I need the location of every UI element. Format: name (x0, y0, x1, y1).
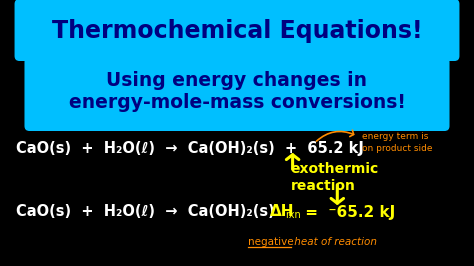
Text: exothermic
reaction: exothermic reaction (291, 162, 379, 193)
Text: =  ⁻65.2 kJ: = ⁻65.2 kJ (300, 205, 395, 219)
Text: Thermochemical Equations!: Thermochemical Equations! (52, 19, 422, 43)
Text: energy term is
on product side: energy term is on product side (362, 132, 433, 153)
Text: energy-mole-mass conversions!: energy-mole-mass conversions! (69, 93, 405, 111)
Text: heat of reaction: heat of reaction (291, 237, 377, 247)
Text: CaO(s)  +  H₂O(ℓ)  →  Ca(OH)₂(s): CaO(s) + H₂O(ℓ) → Ca(OH)₂(s) (16, 205, 274, 219)
FancyBboxPatch shape (25, 57, 449, 131)
Text: Using energy changes in: Using energy changes in (107, 70, 367, 89)
Text: negative: negative (248, 237, 293, 247)
Text: CaO(s)  +  H₂O(ℓ)  →  Ca(OH)₂(s)  +  65.2 kJ: CaO(s) + H₂O(ℓ) → Ca(OH)₂(s) + 65.2 kJ (16, 140, 364, 156)
Text: ΔH: ΔH (270, 205, 294, 219)
FancyBboxPatch shape (15, 0, 459, 61)
Text: rxn: rxn (285, 210, 301, 220)
